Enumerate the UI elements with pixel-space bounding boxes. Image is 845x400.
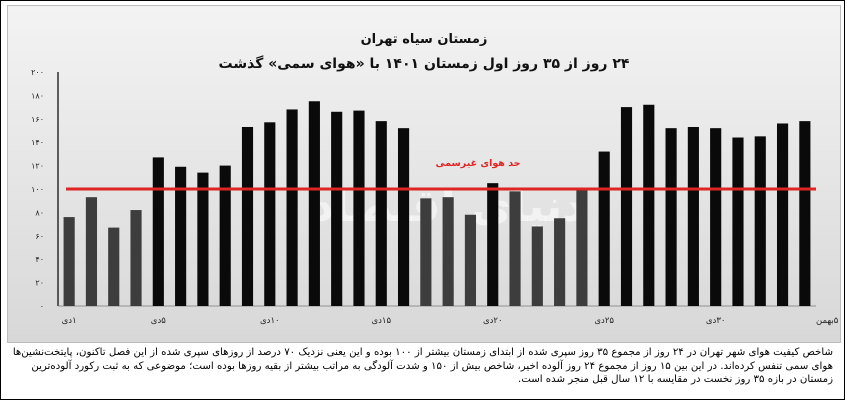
bar bbox=[241, 126, 254, 307]
bar bbox=[420, 198, 432, 306]
bar bbox=[442, 197, 454, 306]
bar bbox=[531, 226, 543, 306]
x-tick-label: ۳۰دی bbox=[706, 316, 726, 326]
y-tick-label: ۲۰ bbox=[35, 279, 44, 288]
y-tick-label: ۰ bbox=[40, 302, 44, 311]
y-tick-label: ۱۸۰ bbox=[31, 91, 44, 100]
x-tick-label: ۱دی bbox=[62, 316, 77, 326]
bar bbox=[375, 121, 387, 306]
y-tick-label: ۲۰۰ bbox=[31, 68, 44, 77]
y-tick-label: ۱۴۰ bbox=[31, 138, 44, 147]
y-tick-label: ۱۲۰ bbox=[31, 162, 44, 171]
threshold-label: حد هوای غیرسمی bbox=[435, 158, 520, 169]
bar bbox=[464, 214, 477, 306]
bar bbox=[554, 218, 566, 306]
x-tick-label: ۲۰دی bbox=[483, 316, 503, 326]
bar bbox=[710, 128, 722, 306]
bar bbox=[776, 123, 789, 306]
bar bbox=[620, 107, 633, 306]
x-tick-label: ۵دی bbox=[151, 316, 166, 326]
bar bbox=[219, 165, 231, 306]
bar bbox=[108, 227, 120, 306]
bar bbox=[353, 110, 365, 306]
chart-title: زمستان سیاه تهران bbox=[360, 32, 488, 47]
chart-subtitle: ۲۴ روز از ۳۵ روز اول زمستان ۱۴۰۱ با «هوا… bbox=[218, 56, 630, 72]
y-tick-label: ۱۰۰ bbox=[31, 185, 44, 194]
bar bbox=[197, 172, 209, 306]
bar bbox=[152, 157, 164, 306]
x-tick-label: ۱۵دی bbox=[371, 316, 391, 326]
bar bbox=[799, 121, 811, 306]
bar bbox=[175, 166, 187, 306]
x-tick-label: ۵بهمن bbox=[816, 316, 839, 326]
chart-caption: شاخص کیفیت هوای شهر تهران در ۲۴ روز از م… bbox=[12, 347, 833, 385]
bar bbox=[63, 217, 75, 306]
y-tick-label: ۴۰ bbox=[35, 255, 44, 264]
bar bbox=[509, 191, 521, 306]
bar bbox=[308, 101, 320, 306]
x-tick-label: ۱۰دی bbox=[260, 316, 280, 326]
y-tick-label: ۶۰ bbox=[35, 232, 44, 241]
bar bbox=[665, 128, 677, 306]
bar bbox=[85, 197, 98, 306]
x-tick-label: ۲۵دی bbox=[594, 316, 614, 326]
bar bbox=[754, 136, 766, 306]
bar bbox=[487, 183, 499, 306]
bar bbox=[397, 128, 410, 306]
bar bbox=[130, 210, 142, 306]
bar bbox=[643, 104, 655, 306]
bar bbox=[264, 122, 276, 306]
y-tick-label: ۱۶۰ bbox=[31, 115, 44, 124]
bar bbox=[687, 126, 699, 307]
bar bbox=[331, 111, 343, 306]
bar bbox=[598, 151, 610, 306]
bar bbox=[286, 109, 298, 306]
bar bbox=[576, 190, 588, 306]
y-tick-label: ۸۰ bbox=[35, 208, 44, 217]
bar bbox=[732, 137, 744, 306]
